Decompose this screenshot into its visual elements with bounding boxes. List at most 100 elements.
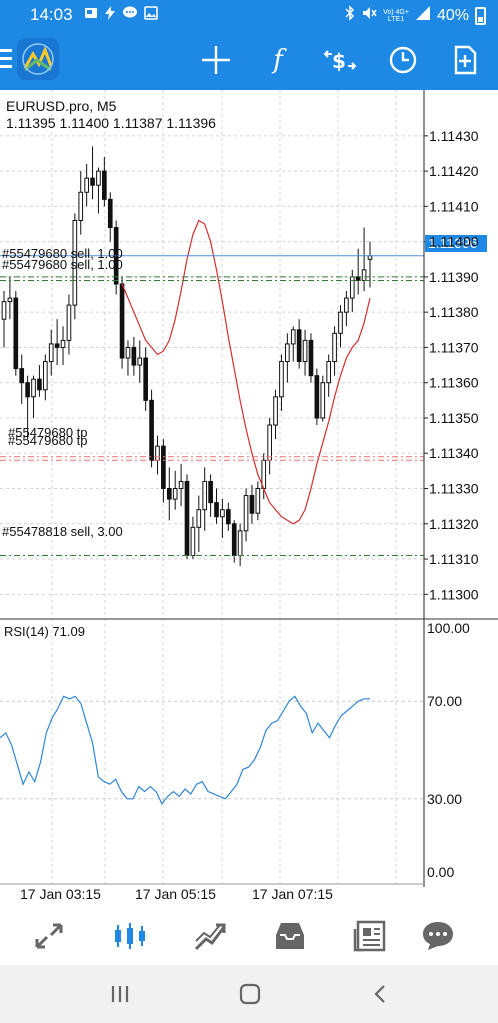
rsi-axis-label: 70.00 <box>427 693 462 709</box>
candle-body <box>78 191 84 221</box>
candle-body <box>42 361 48 391</box>
app-logo[interactable] <box>17 38 59 80</box>
timeframe-clock-icon[interactable] <box>385 42 421 78</box>
rsi-axis-label: 30.00 <box>427 791 462 807</box>
candle-body <box>344 297 349 313</box>
order-label-sell: #55479680 sell, 1.00 <box>2 257 123 272</box>
price-axis-label: 1.11310 <box>429 551 479 567</box>
price-axis-label: 1.11390 <box>429 269 479 285</box>
candle-body <box>184 480 190 557</box>
candle-body <box>102 170 107 200</box>
price-axis-label: 1.11350 <box>429 410 479 426</box>
network-indicator: Vo) 4G+ LTE1 <box>383 8 409 23</box>
current-price-badge <box>425 235 487 252</box>
candle-body <box>48 343 54 363</box>
candle-body <box>31 378 36 398</box>
quotes-icon[interactable] <box>31 919 67 953</box>
candle-body <box>302 339 308 363</box>
candle-body <box>208 480 213 504</box>
candle-body <box>149 399 154 461</box>
crosshair-icon[interactable] <box>198 42 234 78</box>
candle-body <box>178 480 184 490</box>
order-label-sell-overlap: #55479680 sell, 1.00 <box>2 246 123 261</box>
bolt-icon <box>104 6 116 23</box>
candle-body <box>84 177 89 193</box>
rsi-label: RSI(14) 71.09 <box>4 624 85 639</box>
chart-canvas[interactable]: EURUSD.pro, M5 1.11395 1.11400 1.11387 1… <box>0 90 498 907</box>
candle-body <box>249 495 255 514</box>
price-axis-label: 1.11430 <box>429 128 479 144</box>
order-label-sell-2: #55478818 sell, 3.00 <box>2 524 123 539</box>
price-axis-label: 1.11420 <box>429 163 479 179</box>
candle-body <box>308 339 314 377</box>
candle-body <box>119 283 125 359</box>
candle-body <box>90 177 95 186</box>
status-time: 14:03 <box>30 5 73 24</box>
candle-body <box>60 339 66 348</box>
candle-body <box>338 311 343 334</box>
order-label-tp-overlap: #55479680 tp <box>8 425 88 440</box>
price-axis-label: 1.11370 <box>429 339 479 355</box>
candle-body <box>355 276 361 281</box>
price-chart[interactable]: EURUSD.pro, M5 1.11395 1.11400 1.11387 1… <box>0 90 498 907</box>
price-axis-label: 1.11320 <box>429 516 479 532</box>
candle-body <box>285 343 290 363</box>
system-navigation <box>0 965 498 1023</box>
recents-icon[interactable] <box>106 982 134 1006</box>
menu-icon[interactable] <box>0 49 12 71</box>
candle-body <box>96 170 101 186</box>
top-toolbar: f $ <box>0 30 498 90</box>
back-icon[interactable] <box>366 982 394 1006</box>
chart-ohlc-label: 1.11395 1.11400 1.11387 1.11396 <box>6 115 216 131</box>
battery-percent: 40% <box>436 6 469 24</box>
candle-body <box>214 502 219 518</box>
candle-body <box>1 301 7 320</box>
battery-icon <box>475 6 486 25</box>
chart-icon[interactable] <box>112 919 148 953</box>
candle-body <box>243 495 249 532</box>
candle-body <box>107 198 113 229</box>
status-bar: 14:03 Vo) 4G+ LTE1 40% <box>0 0 498 30</box>
candle-body <box>225 509 231 525</box>
candle-body <box>54 343 60 348</box>
candle-body <box>267 424 272 461</box>
image-icon <box>144 6 158 23</box>
candle-body <box>166 488 172 500</box>
candle-body <box>72 219 78 306</box>
candle-body <box>231 523 237 557</box>
candle-body <box>13 297 19 370</box>
candle-body <box>320 382 326 419</box>
price-axis-label: 1.11360 <box>429 375 479 391</box>
candle-body <box>296 329 302 363</box>
home-icon[interactable] <box>236 982 264 1006</box>
rsi-line <box>0 695 370 805</box>
trade-icon[interactable]: $ <box>322 42 358 78</box>
candle-body <box>326 361 332 384</box>
price-axis-label: 1.11380 <box>429 304 479 320</box>
candle-body <box>332 332 337 363</box>
new-order-icon[interactable] <box>447 42 483 78</box>
candle-body <box>37 378 42 391</box>
moving-average-line <box>121 219 371 525</box>
candle-body <box>7 297 13 303</box>
candle-body <box>273 396 278 426</box>
candle-body <box>196 509 202 528</box>
candle-body <box>367 255 373 260</box>
indicators-icon[interactable]: f <box>273 45 283 75</box>
news-icon[interactable] <box>352 919 388 953</box>
candle-body <box>255 488 261 514</box>
candle-body <box>137 357 143 366</box>
bottom-navigation <box>0 907 498 965</box>
candle-body <box>131 346 137 366</box>
time-axis-label: 17 Jan 07:15 <box>252 886 333 902</box>
price-axis-label: 1.11410 <box>429 198 479 214</box>
time-axis-label: 17 Jan 05:15 <box>135 886 216 902</box>
trade-icon[interactable] <box>192 919 228 953</box>
order-label-tp: #55479680 tp <box>8 433 88 448</box>
candle-body <box>66 304 72 341</box>
messages-icon[interactable] <box>420 919 456 953</box>
candle-body <box>202 480 208 511</box>
candle-body <box>155 445 160 461</box>
history-icon[interactable] <box>272 919 308 953</box>
rsi-axis-label: 100.00 <box>427 620 470 636</box>
